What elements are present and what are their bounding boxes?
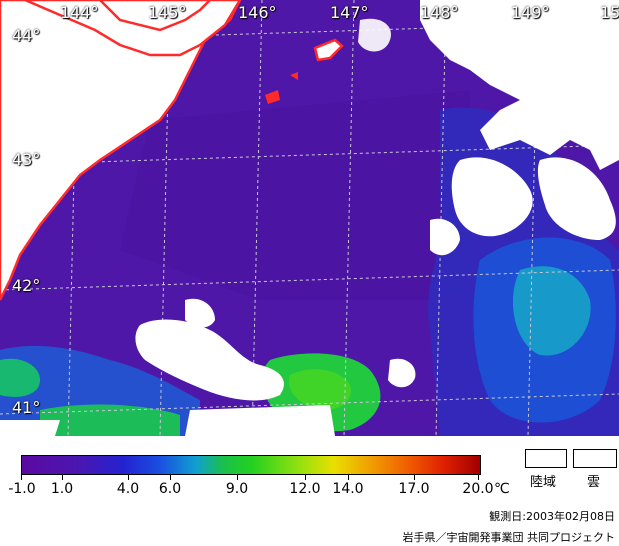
scale-tick-label: 6.0 [158,481,182,497]
scale-tick-label: 1.0 [50,481,74,497]
scale-tick-label: 9.0 [225,481,249,497]
lat-label-43: 43° [12,150,41,169]
credit-text: 岩手県／宇宙開発事業団 共同プロジェクト [402,531,616,544]
scale-tick-label: 17.0 [398,481,430,497]
lat-label-41: 41° [12,398,41,417]
tick-mark [478,475,479,480]
sst-map: 144° 145° 146° 147° 148° 149° 15 44° 43°… [0,0,619,436]
land-key-swatch [525,449,567,468]
northern-peninsula [24,0,242,57]
tick-mark [348,475,349,480]
temperature-colorbar [21,455,481,475]
lon-label-149: 149° [511,3,550,22]
cloud-east-3 [430,218,460,256]
scale-tick-label: 14.0 [332,481,364,497]
lat-label-42: 42° [12,276,41,295]
cloud-south-small-2 [388,358,416,388]
tick-mark [21,475,22,480]
observation-date: 観測日:2003年02月08日 [489,510,615,523]
cloud-northeast [420,0,619,170]
lon-label-148: 148° [420,3,459,22]
tick-mark [62,475,63,480]
cloud-key-swatch [573,449,617,468]
cloud-east-2 [537,157,616,240]
tick-mark [305,475,306,480]
island-small-2 [290,72,298,80]
warm-eddy-core [289,369,351,411]
lon-label-146: 146° [238,3,277,22]
lon-label-145: 145° [148,3,187,22]
lon-label-147: 147° [330,3,369,22]
lon-label-144: 144° [60,3,99,22]
cloud-south-small [185,298,215,328]
warm-eddy-east [512,266,591,356]
island-small-1 [265,90,280,104]
warm-eddy-south-west [0,358,40,397]
tick-mark [414,475,415,480]
scale-tick-label: 12.0 [289,481,321,497]
cloud-south-central [135,319,284,401]
cloud-east-1 [451,157,533,237]
warm-band-south [40,404,180,436]
cloud-bottom-center [185,405,335,436]
cloud-north-small [358,18,391,52]
unit-label: ℃ [494,481,510,497]
map-canvas [0,0,619,436]
cloud-bottom-left [0,420,60,436]
lat-label-44: 44° [12,26,41,45]
scale-tick-label: 4.0 [116,481,140,497]
tick-mark [128,475,129,480]
lon-label-150: 15 [600,3,619,22]
tick-mark [237,475,238,480]
legend-panel: -1.0 1.0 4.0 6.0 9.0 12.0 14.0 17.0 20.0… [0,436,619,546]
tick-mark [170,475,171,480]
scale-tick-label: -1.0 [8,481,36,497]
cloud-key-label: 雲 [587,475,601,490]
island-shikotan [313,38,344,62]
scale-tick-label: 20.0 [462,481,494,497]
deep-sea-region [120,90,470,300]
land-key-label: 陸域 [530,475,557,490]
